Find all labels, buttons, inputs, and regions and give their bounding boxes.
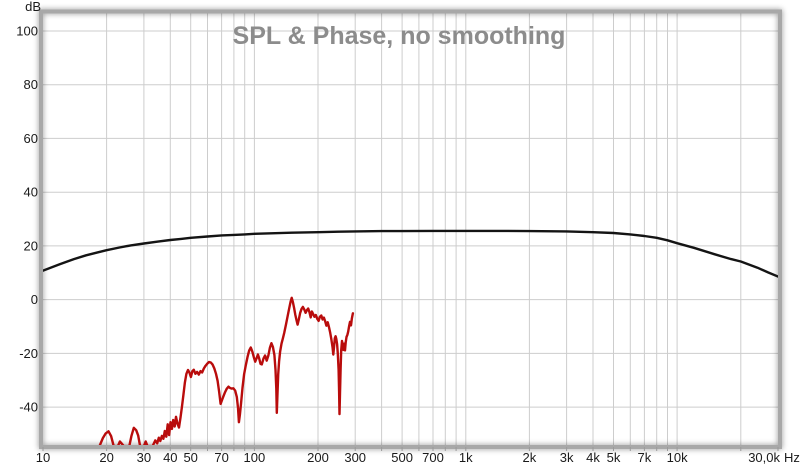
- chart-title: SPL & Phase, no smoothing: [233, 22, 566, 50]
- plot-frame: [39, 9, 782, 449]
- y-tick-label: -40: [19, 400, 38, 415]
- y-axis-unit-label: dB: [25, 0, 41, 14]
- x-tick-label: 30: [137, 450, 151, 465]
- y-tick-label: 60: [24, 131, 38, 146]
- y-tick-label: -20: [19, 346, 38, 361]
- x-tick-label: 2k: [523, 450, 537, 465]
- x-tick-label: 7k: [638, 450, 652, 465]
- smoothed-response-curve: [43, 229, 778, 278]
- x-tick-label: 70: [214, 450, 228, 465]
- x-tick-label: 300: [344, 450, 366, 465]
- x-tick-label: 200: [307, 450, 329, 465]
- x-tick-label: 100: [244, 450, 266, 465]
- x-tick-label: 30,0k: [748, 450, 780, 465]
- x-tick-label: 40: [163, 450, 177, 465]
- x-tick-label: 50: [183, 450, 197, 465]
- x-tick-label: 10: [36, 450, 50, 465]
- y-tick-label: 20: [24, 238, 38, 253]
- x-tick-label: 1k: [459, 450, 473, 465]
- x-axis-unit-label: Hz: [784, 450, 800, 465]
- y-tick-label: 80: [24, 77, 38, 92]
- x-tick-label: 4k: [586, 450, 600, 465]
- y-tick-label: 0: [31, 292, 38, 307]
- unsmoothed-measurement-curve: [98, 296, 355, 445]
- x-tick-label: 5k: [607, 450, 621, 465]
- x-tick-label: 3k: [560, 450, 574, 465]
- y-tick-label: 40: [24, 185, 38, 200]
- x-tick-label: 700: [422, 450, 444, 465]
- y-tick-label: 100: [16, 24, 38, 39]
- x-tick-label: 10k: [667, 450, 688, 465]
- x-tick-label: 20: [99, 450, 113, 465]
- x-tick-label: 500: [391, 450, 413, 465]
